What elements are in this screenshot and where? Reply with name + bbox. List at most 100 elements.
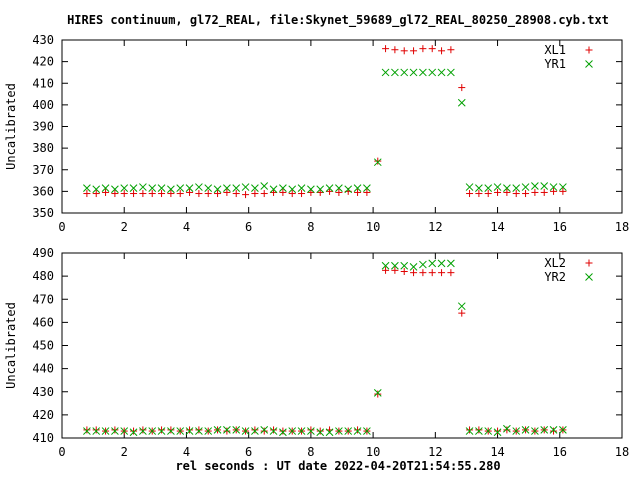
x-tick-label: 6 — [245, 220, 252, 234]
data-point — [223, 184, 231, 192]
data-point — [139, 427, 147, 435]
data-point — [447, 259, 455, 268]
data-point — [549, 426, 558, 434]
x-tick-label: 18 — [615, 220, 629, 234]
data-point — [223, 188, 231, 196]
data-point — [512, 190, 520, 198]
data-point — [531, 427, 539, 435]
y-tick-label: 490 — [32, 246, 54, 260]
data-point — [391, 266, 399, 274]
data-point — [503, 184, 511, 192]
data-point — [213, 426, 222, 434]
data-point — [437, 259, 446, 268]
data-point — [475, 190, 483, 198]
data-point — [503, 188, 511, 196]
series-YR2 — [83, 259, 567, 437]
data-point — [307, 426, 315, 434]
data-point — [373, 389, 382, 397]
data-point — [419, 68, 427, 77]
x-tick-label: 0 — [58, 445, 65, 459]
data-point — [354, 188, 362, 196]
data-point — [391, 68, 399, 77]
data-point — [363, 188, 371, 196]
data-point — [550, 427, 558, 435]
data-point — [92, 185, 101, 194]
y-axis-label: Uncalibrated — [4, 83, 18, 170]
data-point — [242, 191, 250, 199]
data-point — [316, 185, 325, 194]
data-point — [503, 424, 511, 433]
data-point — [83, 190, 91, 198]
data-point — [83, 427, 91, 435]
data-point — [139, 190, 147, 198]
data-point — [298, 190, 306, 198]
data-point — [185, 184, 194, 192]
data-point — [92, 427, 101, 435]
data-point — [374, 390, 382, 398]
data-point — [391, 261, 399, 270]
data-point — [148, 190, 156, 198]
data-point — [447, 269, 455, 277]
data-point — [260, 190, 268, 198]
data-point — [158, 190, 166, 198]
data-point — [129, 428, 138, 437]
data-point — [447, 46, 455, 54]
y-tick-label: 470 — [32, 292, 54, 306]
data-point — [204, 190, 212, 198]
data-point — [559, 187, 567, 195]
data-point — [458, 309, 466, 317]
y-tick-label: 450 — [32, 339, 54, 353]
data-point — [158, 426, 166, 434]
data-point — [260, 427, 268, 435]
data-point — [251, 427, 259, 435]
data-point — [120, 427, 129, 435]
data-point — [102, 188, 110, 196]
data-point — [409, 68, 418, 77]
y-tick-label: 430 — [32, 33, 54, 47]
data-point — [363, 427, 371, 435]
data-point — [167, 185, 175, 194]
data-point — [475, 427, 483, 435]
data-point — [512, 427, 521, 435]
data-point — [438, 47, 446, 55]
data-point — [457, 98, 466, 107]
y-tick-label: 440 — [32, 362, 54, 376]
data-point — [400, 268, 408, 275]
data-point — [148, 427, 157, 435]
data-point — [458, 84, 466, 92]
y-tick-label: 480 — [32, 269, 54, 283]
data-point — [186, 188, 194, 196]
data-point — [521, 426, 530, 434]
data-point — [374, 157, 382, 165]
data-point — [92, 426, 100, 434]
data-point — [167, 190, 175, 198]
data-point — [475, 426, 483, 434]
data-point — [493, 183, 502, 191]
data-point — [494, 427, 502, 435]
data-point — [130, 190, 138, 198]
y-tick-label: 350 — [32, 206, 54, 220]
legend-marker — [585, 46, 593, 54]
data-point — [157, 427, 166, 435]
data-point — [325, 184, 334, 192]
x-tick-label: 8 — [307, 445, 314, 459]
y-tick-label: 390 — [32, 120, 54, 134]
data-point — [195, 427, 203, 435]
data-point — [354, 426, 362, 434]
x-tick-label: 16 — [553, 220, 567, 234]
data-point — [325, 428, 334, 437]
legend-marker — [585, 259, 593, 267]
data-point — [288, 190, 296, 198]
data-point — [111, 190, 119, 198]
data-point — [391, 46, 399, 54]
y-tick-label: 360 — [32, 184, 54, 198]
data-point — [540, 182, 549, 190]
data-point — [195, 426, 203, 434]
data-point — [484, 184, 493, 192]
data-point — [214, 190, 222, 198]
data-point — [223, 426, 231, 434]
data-point — [260, 182, 269, 190]
y-tick-label: 410 — [32, 76, 54, 90]
data-point — [428, 45, 436, 53]
data-point — [466, 426, 474, 434]
